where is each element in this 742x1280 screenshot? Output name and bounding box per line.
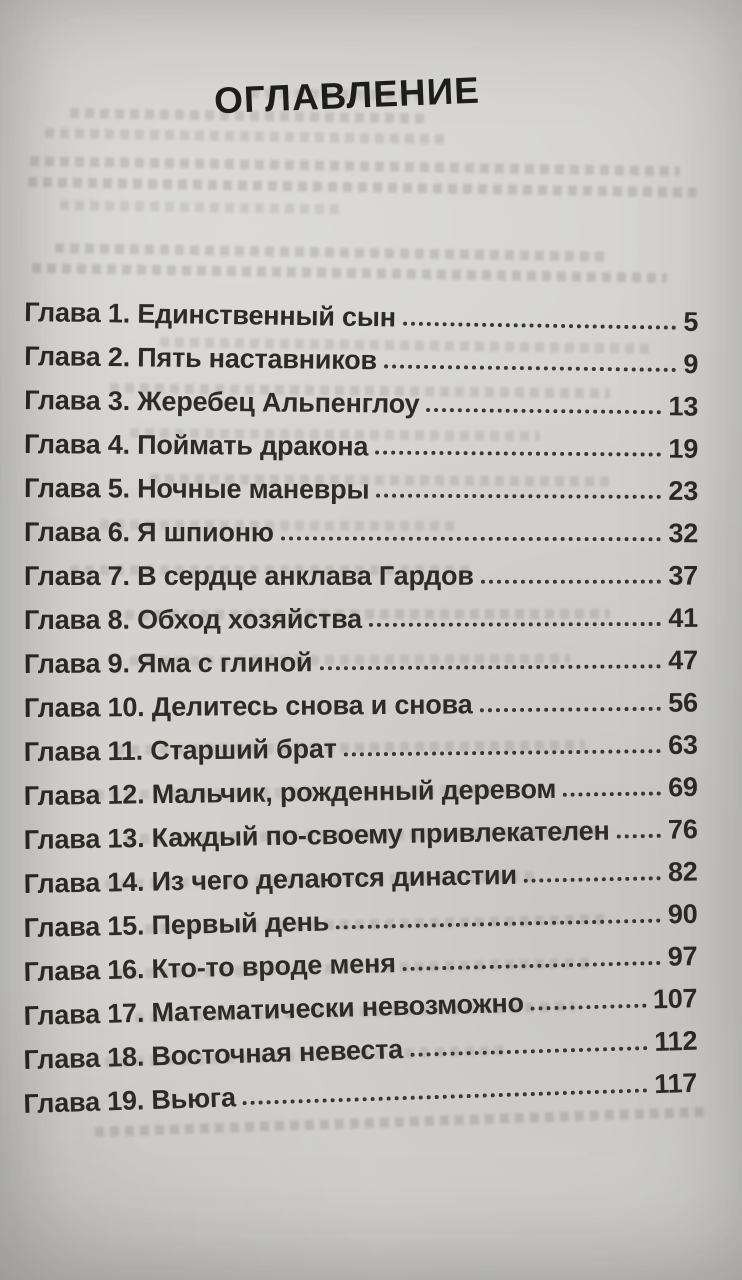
page-number: 41 <box>668 602 698 633</box>
bleedthrough-line <box>44 128 446 145</box>
page-number: 97 <box>667 941 698 972</box>
dot-leader <box>402 321 677 330</box>
chapter-label: Глава 4. Поймать дракона <box>24 429 369 462</box>
toc-entry: Глава 8. Обход хозяйства 41 <box>24 590 698 636</box>
chapter-label: Глава 3. Жеребец Альпенглоу <box>24 385 420 419</box>
bleedthrough-line <box>31 263 668 283</box>
page-number: 63 <box>667 729 698 761</box>
page-number: 37 <box>668 560 698 591</box>
chapter-label: Глава 19. Вьюга <box>23 1082 237 1120</box>
toc-entry: Глава 6. Я шпионю 32 <box>24 504 698 549</box>
page-number: 90 <box>667 898 698 930</box>
toc-entry: Глава 9. Яма с глиной 47 <box>24 632 698 680</box>
dot-leader <box>375 450 662 457</box>
page-number: 32 <box>668 518 699 549</box>
dot-leader <box>479 706 662 713</box>
page-number: 13 <box>668 391 699 422</box>
page-number: 9 <box>683 349 699 380</box>
chapter-label: Глава 5. Ночные маневры <box>24 473 370 505</box>
page-number: 47 <box>668 645 698 676</box>
dot-leader <box>336 918 662 930</box>
page-number: 69 <box>667 771 698 803</box>
table-of-contents: Глава 1. Единственный сын 5 Глава 2. Пять… <box>0 284 742 1120</box>
dot-leader <box>480 579 662 584</box>
dot-leader <box>319 664 662 671</box>
toc-entry: Глава 4. Поймать дракона 19 <box>24 416 698 465</box>
toc-entry: Глава 10. Делитесь снова и снова 56 <box>24 674 698 724</box>
chapter-label: Глава 2. Пять наставников <box>24 341 378 376</box>
bleedthrough-line <box>59 200 341 215</box>
dot-leader <box>530 1003 647 1011</box>
dot-leader <box>616 833 662 839</box>
toc-entry: Глава 7. В сердце анклава Гардов 37 <box>24 548 698 592</box>
dot-leader <box>563 791 662 797</box>
dot-leader <box>426 407 662 415</box>
chapter-label: Глава 6. Я шпионю <box>24 517 274 548</box>
page-number: 107 <box>652 983 698 1015</box>
dot-leader <box>410 1046 648 1057</box>
page-number: 76 <box>667 814 698 845</box>
page-number: 23 <box>668 475 699 507</box>
page-number: 56 <box>668 687 698 718</box>
toc-entry: Глава 5. Ночные маневры 23 <box>24 460 698 507</box>
page-number: 82 <box>667 856 698 888</box>
dot-leader <box>368 621 662 627</box>
dot-leader <box>402 960 661 972</box>
bleedthrough-line <box>27 177 696 198</box>
chapter-label: Глава 8. Обход хозяйства <box>23 603 362 635</box>
page-number: 19 <box>668 433 699 464</box>
dot-leader <box>383 364 677 372</box>
dot-leader <box>376 493 662 499</box>
dot-leader <box>523 876 662 883</box>
bleedthrough-line <box>54 243 606 262</box>
chapter-label: Глава 7. В сердце анклава Гардов <box>23 560 474 591</box>
page-title: ОГЛАВЛЕНИЕ <box>213 69 481 122</box>
page-number: 112 <box>653 1025 698 1057</box>
dot-leader <box>242 1088 648 1106</box>
dot-leader <box>343 749 662 757</box>
toc-entry: Глава 3. Жеребец Альпенглоу 13 <box>24 372 698 423</box>
dot-leader <box>280 536 662 542</box>
chapter-label: Глава 10. Делитесь снова и снова <box>23 689 473 723</box>
bleedthrough-line <box>29 156 680 177</box>
chapter-label: Глава 9. Яма с глиной <box>23 647 313 679</box>
page-number: 117 <box>653 1067 698 1100</box>
page-number: 5 <box>683 306 699 337</box>
chapter-label: Глава 11. Старший брат <box>23 733 337 768</box>
